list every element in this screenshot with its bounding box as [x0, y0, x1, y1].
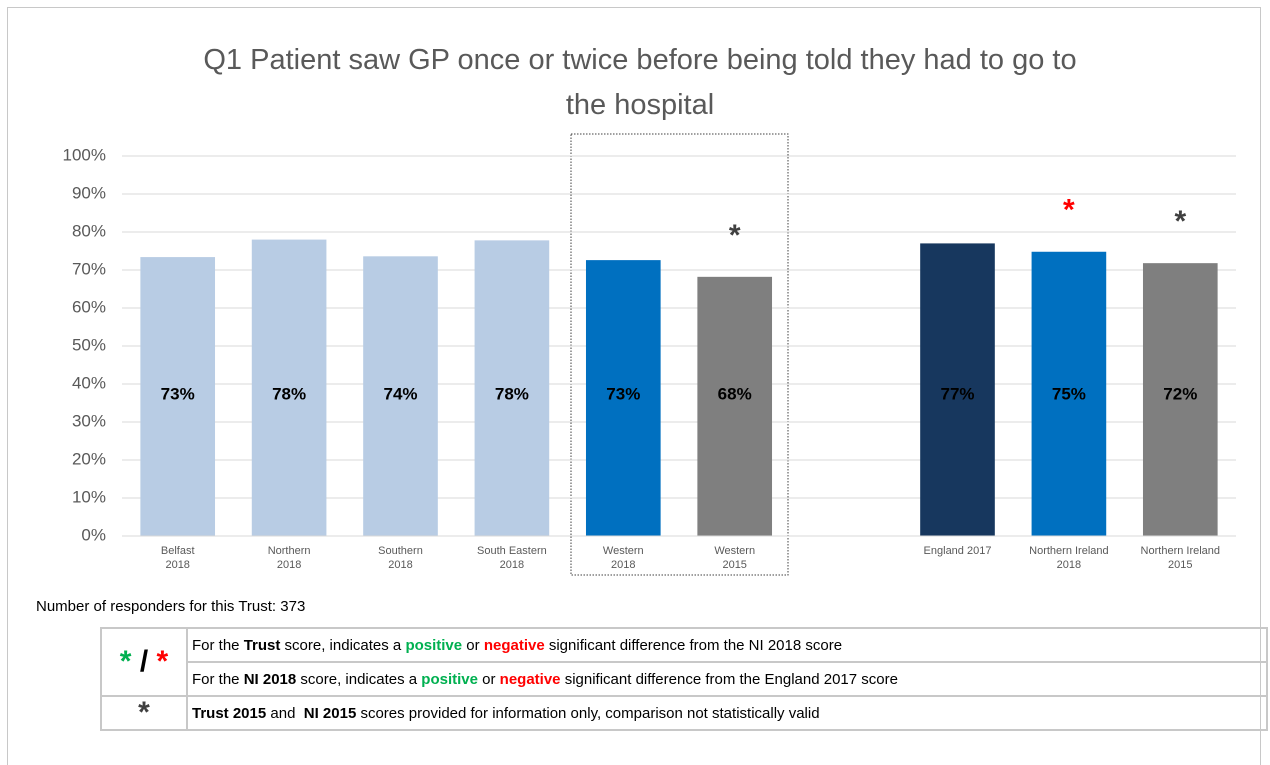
y-tick-label: 40% [72, 373, 106, 392]
key-text: Trust 2015 and NI 2015 scores provided f… [186, 695, 1268, 731]
bar [1031, 251, 1107, 536]
key-table: * / * For the Trust score, indicates a po… [100, 627, 1268, 731]
group-box [570, 133, 789, 576]
bar [140, 257, 216, 536]
bar [363, 256, 438, 536]
text-segment: significant difference from the NI 2018 … [544, 636, 843, 654]
data-label: 75% [1052, 384, 1086, 403]
chart-title: Q1 Patient saw GP once or twice before b… [203, 44, 1077, 121]
y-tick-label: 10% [72, 487, 106, 506]
x-tick-label: 2018 [388, 559, 412, 571]
x-tick-label: Western [603, 545, 644, 557]
bar [920, 243, 995, 536]
text-segment: score, indicates a [296, 670, 422, 688]
text-segment: Trust 2015 [192, 704, 267, 722]
data-label: 78% [495, 384, 529, 403]
data-label: 77% [940, 384, 974, 403]
key-symbol: * [100, 695, 188, 731]
text-segment: NI 2015 [303, 704, 357, 722]
x-tick-label: 2015 [1168, 559, 1192, 571]
y-tick-label: 0% [81, 525, 106, 544]
bar [1142, 263, 1218, 536]
significance-marker: * [1063, 194, 1075, 227]
data-label: 72% [1163, 384, 1197, 403]
y-tick-label: 100% [63, 145, 106, 164]
x-tick-label: Northern Ireland [1029, 545, 1109, 557]
symbol-part: / [131, 645, 157, 678]
x-tick-label: 2015 [722, 559, 746, 571]
bar [697, 276, 773, 536]
x-tick-label: Southern [378, 545, 423, 557]
x-tick-label: 2018 [165, 559, 189, 571]
text-segment: For the [192, 636, 244, 654]
x-tick-label: Western [714, 545, 755, 557]
key-row: For the NI 2018 score, indicates a posit… [101, 661, 1268, 697]
x-tick-label: 2018 [611, 559, 635, 571]
data-label: 73% [161, 384, 195, 403]
key-text: For the Trust score, indicates a positiv… [186, 627, 1268, 663]
text-segment: and [266, 704, 304, 722]
data-label: 74% [383, 384, 417, 403]
text-segment: positive [421, 670, 478, 688]
x-tick-label: Belfast [161, 545, 195, 557]
x-tick-label: England 2017 [924, 545, 992, 557]
text-segment: negative [499, 670, 561, 688]
y-tick-label: 90% [72, 183, 106, 202]
y-tick-label: 70% [72, 259, 106, 278]
symbol-part: * [138, 696, 150, 729]
key-text: For the NI 2018 score, indicates a posit… [186, 661, 1268, 697]
text-segment: NI 2018 [243, 670, 297, 688]
data-label: 68% [718, 384, 752, 403]
y-tick-label: 60% [72, 297, 106, 316]
symbol-part: * [119, 645, 132, 678]
frame [7, 7, 1261, 765]
text-segment: negative [483, 636, 545, 654]
y-tick-label: 20% [72, 449, 106, 468]
data-label: 73% [606, 384, 640, 403]
text-segment: Trust [243, 636, 281, 654]
text-segment: or [477, 670, 500, 688]
x-tick-label: Northern Ireland [1141, 545, 1221, 557]
x-tick-label: 2018 [277, 559, 301, 571]
text-segment: score, indicates a [280, 636, 406, 654]
responders-note: Number of responders for this Trust: 373 [36, 598, 306, 615]
y-tick-label: 30% [72, 411, 106, 430]
text-segment: or [462, 636, 484, 654]
x-tick-label: South Eastern [477, 545, 547, 557]
bar [585, 260, 661, 536]
text-segment: significant difference from the England … [560, 670, 898, 688]
text-segment: positive [405, 636, 463, 654]
y-tick-label: 80% [72, 221, 106, 240]
significance-marker: * [1174, 205, 1186, 238]
key-row: * Trust 2015 and NI 2015 scores provided … [100, 695, 1268, 731]
text-segment: For the [192, 670, 244, 688]
text-segment: scores provided for information only, co… [356, 704, 820, 722]
bar [474, 240, 550, 537]
x-tick-label: 2018 [1057, 559, 1081, 571]
x-tick-label: 2018 [500, 559, 524, 571]
data-label: 78% [272, 384, 306, 403]
key-symbol: * / * [100, 627, 188, 697]
significance-marker: * [729, 219, 741, 252]
key-row: * / * For the Trust score, indicates a po… [100, 627, 1268, 697]
x-tick-label: Northern [268, 545, 311, 557]
y-tick-label: 50% [72, 335, 106, 354]
bar [251, 239, 327, 536]
symbol-part: * [156, 645, 169, 678]
